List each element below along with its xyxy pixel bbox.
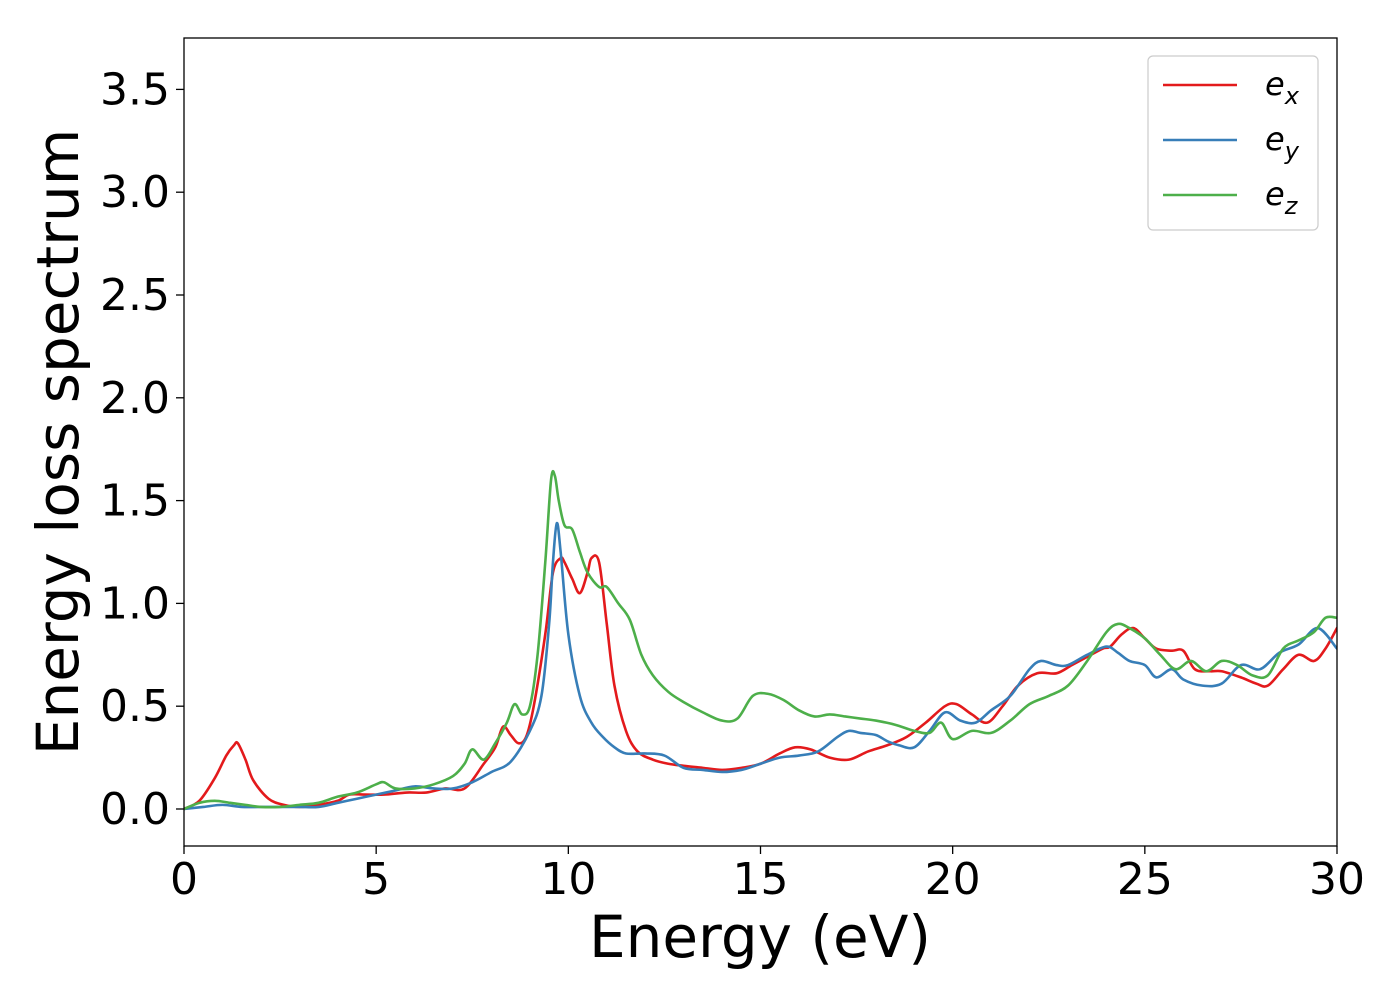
x-tick-label: 20	[925, 854, 981, 905]
series-lines	[184, 469, 1337, 811]
y-axis: 0.0 0.5 1.0 1.5 2.0 2.5 3.0 3.5	[100, 64, 184, 835]
series-line-z	[184, 469, 1337, 811]
y-tick-label: 0.0	[100, 784, 170, 835]
y-tick-label: 2.5	[100, 270, 170, 321]
y-axis-title: Energy loss spectrum	[24, 129, 92, 755]
y-tick-label: 2.0	[100, 373, 170, 424]
series-line-x	[184, 554, 1337, 811]
series-line-y	[184, 521, 1337, 811]
legend-entries: ex ey ez	[1163, 65, 1300, 220]
y-tick-label: 1.5	[100, 476, 170, 527]
legend-label-z: ez	[1265, 175, 1299, 220]
x-axis-title: Energy (eV)	[589, 903, 931, 971]
y-tick-label: 1.0	[100, 578, 170, 629]
legend-box	[1147, 55, 1319, 231]
x-tick-label: 5	[362, 854, 390, 905]
x-tick-label: 15	[733, 854, 789, 905]
x-tick-label: 0	[170, 854, 198, 905]
legend-label-y: ey	[1265, 120, 1300, 165]
y-tick-label: 3.5	[100, 64, 170, 115]
y-tick-label: 0.5	[100, 681, 170, 732]
legend: ex ey ez	[1147, 55, 1319, 231]
y-tick-label: 3.0	[100, 167, 170, 218]
x-tick-label: 30	[1309, 854, 1365, 905]
x-tick-label: 10	[540, 854, 596, 905]
legend-label-x: ex	[1265, 65, 1300, 110]
x-tick-label: 25	[1117, 854, 1173, 905]
x-axis: 0 5 10 15 20 25 30	[170, 846, 1365, 905]
